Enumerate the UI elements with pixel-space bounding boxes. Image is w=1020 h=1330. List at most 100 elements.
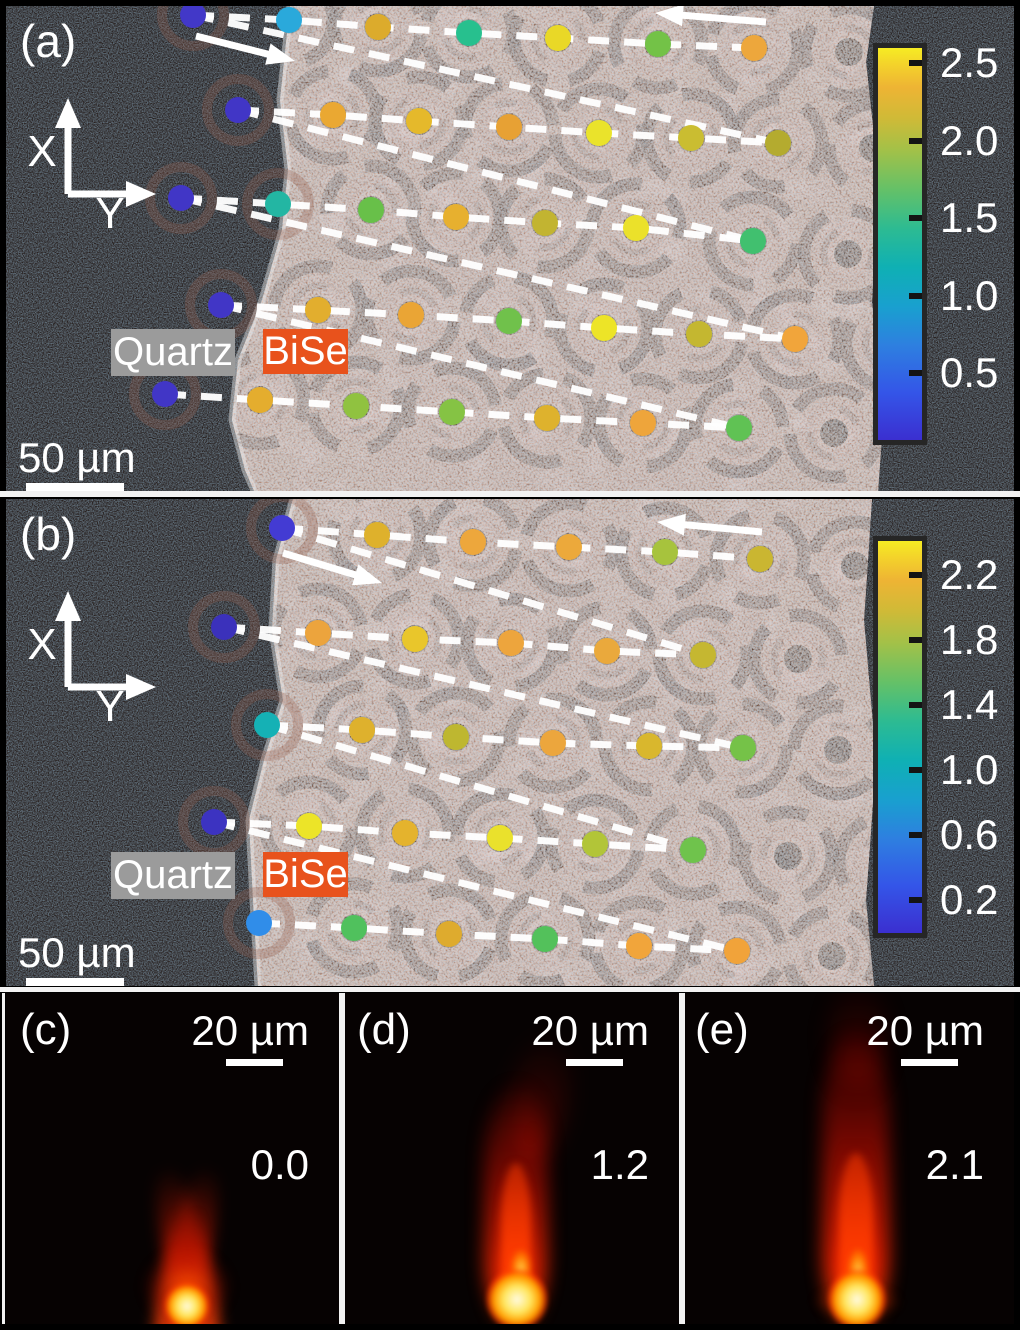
data-point [296,813,322,839]
data-point [556,534,582,560]
fluence-data-points [152,6,808,441]
data-point [498,630,524,656]
axis-y-label: Y [95,189,124,238]
data-point [487,825,513,851]
colorbar-tick-mark [909,897,922,903]
colorbar-tick-label: 0.5 [940,349,999,396]
panel-b-label: (b) [20,508,77,560]
colorbar-tick-label: 2.2 [940,551,999,598]
scale-bar-label: 20 µm [191,1007,309,1054]
colorbar-tick-mark [909,292,922,299]
data-point [392,820,418,846]
data-point [496,114,522,140]
data-point [586,120,612,146]
data-point [201,809,227,835]
data-point [208,292,234,318]
data-point [398,302,424,328]
data-point [460,529,486,555]
scale-bar [566,1059,623,1066]
scan-direction-arrows [195,6,767,65]
data-point [305,620,331,646]
colorbar-tick-label: 1.5 [940,194,999,241]
panel-e-label: (e) [695,1005,749,1054]
data-point [211,614,237,640]
data-point [254,712,280,738]
data-point [341,915,367,941]
data-point [540,730,566,756]
data-point [364,522,390,548]
data-point [532,926,558,952]
axis-arrows: XY [27,591,156,731]
data-point [741,35,767,61]
colorbar-tick-mark [909,572,922,578]
colorbar-tick-label: 0.2 [940,876,999,923]
panel-divider [0,987,1020,992]
colorbar-tick-label: 1.0 [940,271,999,319]
data-point [782,326,808,352]
colorbar-tick-label: 1.4 [940,681,999,728]
data-point [320,102,346,128]
data-point [343,393,369,419]
colorbar-tick-mark [909,60,922,66]
bise-label: BiSe [263,852,348,897]
data-point [594,638,620,664]
scale-bar [26,483,124,491]
data-point [582,831,608,857]
scale-bar-label: 20 µm [866,1007,984,1054]
colorbar-tick-mark [909,702,922,708]
axis-x-label: X [27,127,56,176]
colorbar-tick-label: 0.6 [940,811,999,858]
data-point [680,837,706,863]
scan-path-lines [213,524,761,955]
data-point [443,204,469,230]
panel-c-plume-image: (c) 20 µm 0.0 [6,993,339,1324]
quartz-label: Quartz [111,329,235,376]
colorbar-tick-label: 1.0 [940,746,999,793]
panel-d-plume-image: (d) 20 µm 1.2 [345,993,679,1324]
data-point [652,539,678,565]
scale-bar [226,1059,283,1066]
colorbar-tick-mark [909,637,922,643]
data-point [168,185,194,211]
quartz-label: Quartz [111,852,235,899]
scale-bar-label: 50 µm [18,434,136,481]
panel-a-label: (a) [20,15,77,67]
data-point [443,724,469,750]
panel-divider [679,993,685,1324]
axis-x-label: X [27,620,56,669]
data-point [740,228,766,254]
data-point [402,626,428,652]
data-point [636,733,662,759]
data-point [765,130,791,156]
data-point [265,191,291,217]
data-point [456,20,482,46]
ablation-plume-core [485,1261,549,1324]
scan-direction-arrows [281,513,763,586]
quartz-crater-ghosts [178,499,318,959]
panel-e-plume-image: (e) 20 µm 2.1 [685,993,1014,1324]
data-point [439,399,465,425]
scale-bar [26,978,124,986]
scale-bar [901,1059,958,1066]
data-point [365,14,391,40]
colorbar-a: 2.5 2.0 1.5 1.0 0.5 [873,39,998,445]
scale-bar-label: 20 µm [531,1007,649,1054]
panel-divider [0,491,1020,497]
colorbar-tick-mark [909,137,922,144]
data-point [180,6,206,28]
data-point [534,405,560,431]
panel-c-label: (c) [20,1005,72,1054]
data-point [225,97,251,123]
bise-label: BiSe [263,329,348,374]
data-point [623,215,649,241]
data-point [626,933,652,959]
data-point [591,315,617,341]
data-point [349,717,375,743]
colorbar-tick-mark [909,215,922,221]
axis-y-label: Y [95,682,124,731]
fluence-data-points [201,515,773,964]
panel-divider [2,993,5,1324]
colorbar-tick-label: 1.8 [940,616,999,663]
